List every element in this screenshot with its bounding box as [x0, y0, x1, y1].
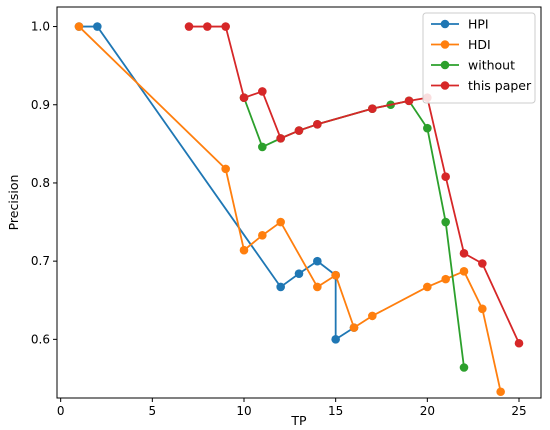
- legend-marker-without: [440, 60, 450, 70]
- data-point-this-paper: [514, 338, 524, 348]
- data-point-hpi: [93, 22, 102, 31]
- y-axis-ticks: 0.6 0.7 0.8 0.9 1.0: [31, 20, 57, 346]
- data-point-this-paper: [368, 104, 377, 113]
- data-point-hpi: [313, 256, 322, 266]
- data-point-this-paper: [221, 22, 230, 31]
- data-point-hdi: [276, 217, 285, 227]
- data-point-hdi: [441, 274, 450, 284]
- data-point-this-paper: [184, 22, 194, 31]
- data-point-this-paper: [404, 96, 414, 106]
- x-tick-label: 15: [328, 404, 343, 418]
- data-point-this-paper: [276, 134, 285, 143]
- data-point-hdi: [331, 270, 340, 280]
- data-point-this-paper: [239, 93, 249, 103]
- x-tick-label: 10: [236, 404, 251, 418]
- data-point-this-paper: [459, 249, 469, 258]
- data-point-hdi: [423, 282, 432, 292]
- legend-marker-this-paper: [440, 81, 450, 90]
- x-tick-label: 5: [149, 404, 157, 418]
- data-point-this-paper: [478, 259, 487, 268]
- x-axis-ticks: 0 5 10 15 20 25: [57, 398, 527, 418]
- series-line-hpi: [78, 25, 355, 341]
- data-point-hdi: [313, 282, 322, 292]
- data-point-this-paper: [441, 172, 450, 181]
- series-layer: [74, 22, 524, 397]
- data-point-hdi: [239, 245, 249, 255]
- data-point-hdi: [74, 22, 84, 31]
- data-point-hpi: [331, 335, 340, 344]
- data-point-hpi: [294, 269, 304, 278]
- plot-area-frame: [56, 6, 542, 399]
- legend-label-without: without: [468, 58, 515, 73]
- legend-label-hpi: HPI: [468, 17, 489, 32]
- legend: HPI HDI without this paper: [422, 12, 536, 104]
- legend-box: [422, 12, 536, 104]
- data-point-hdi: [221, 164, 230, 174]
- data-point-hpi: [276, 282, 285, 292]
- data-point-without: [459, 363, 469, 372]
- data-point-hdi: [258, 231, 267, 240]
- y-tick-label: 1.0: [31, 20, 50, 34]
- data-point-hdi: [496, 387, 505, 397]
- data-point-without: [423, 123, 432, 133]
- data-point-hdi: [349, 323, 359, 332]
- data-point-without: [441, 217, 450, 227]
- data-point-this-paper: [258, 87, 267, 96]
- data-point-without: [258, 142, 267, 152]
- x-tick-label: 25: [511, 404, 526, 418]
- x-tick-label: 0: [57, 404, 65, 418]
- x-tick-label: 20: [420, 404, 435, 418]
- legend-label-hdi: HDI: [468, 37, 491, 52]
- series-hdi: [74, 22, 505, 397]
- legend-marker-hdi: [440, 40, 450, 49]
- legend-label-this-paper: this paper: [468, 78, 532, 93]
- data-point-this-paper: [313, 120, 322, 129]
- data-point-hdi: [459, 267, 469, 276]
- data-point-this-paper: [294, 126, 304, 135]
- data-point-hdi: [478, 304, 487, 314]
- y-tick-label: 0.6: [31, 332, 50, 346]
- y-tick-label: 0.8: [31, 176, 50, 190]
- y-tick-label: 0.9: [31, 98, 50, 112]
- y-axis-label: Precision: [6, 175, 21, 231]
- x-axis-label: TP: [290, 413, 307, 428]
- y-tick-label: 0.7: [31, 254, 50, 268]
- data-point-hdi: [368, 311, 377, 321]
- series-hpi: [74, 22, 359, 344]
- data-point-this-paper: [203, 22, 212, 31]
- legend-marker-hpi: [440, 19, 450, 29]
